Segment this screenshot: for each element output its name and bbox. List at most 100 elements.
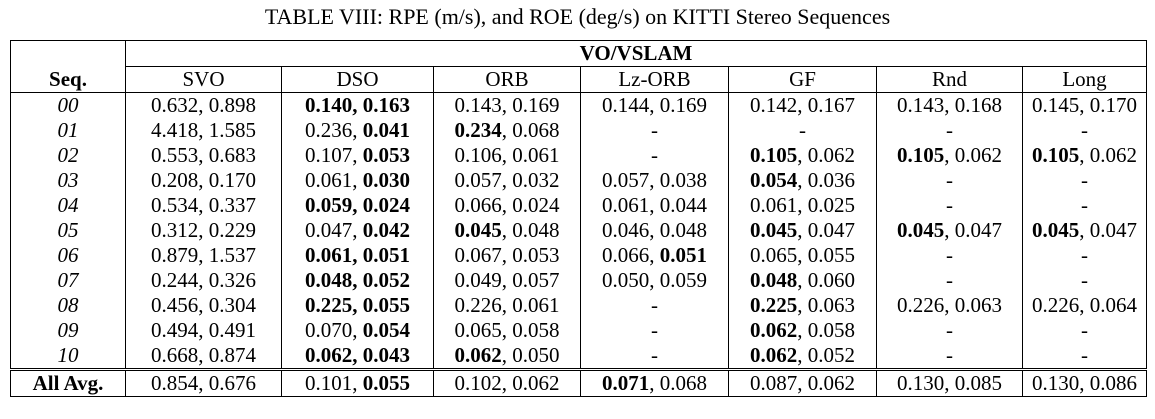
- empty-value: -: [946, 193, 953, 217]
- empty-corner-cell: [10, 40, 126, 67]
- rpe-value: 0.061: [305, 243, 353, 267]
- value-cell: 0.456, 0.304: [125, 293, 282, 318]
- roe-value: 0.169: [659, 93, 707, 117]
- rpe-value: 0.045: [454, 218, 502, 242]
- value-cell: 0.553, 0.683: [125, 143, 282, 168]
- roe-value: 0.061: [512, 293, 560, 317]
- table-row: 01 4.418, 1.585 0.236, 0.041 0.234, 0.068 - -…: [10, 118, 1148, 143]
- value-cell: 0.244, 0.326: [125, 268, 282, 293]
- value-cell: 0.106, 0.061: [433, 143, 581, 168]
- roe-value: 0.048: [659, 218, 707, 242]
- value-cell: -: [1021, 268, 1148, 293]
- value-cell: 0.140, 0.163: [281, 92, 434, 118]
- rpe-value: 0.145: [1032, 93, 1080, 117]
- column-header-row: Seq. SVO DSO ORB Lz-ORB GF Rnd Long: [10, 66, 1148, 93]
- seq-label: 01: [10, 118, 126, 143]
- roe-value: 0.068: [512, 118, 560, 142]
- value-cell: 0.061, 0.025: [728, 193, 877, 218]
- roe-value: 0.051: [362, 243, 410, 267]
- roe-value: 0.048: [512, 218, 560, 242]
- empty-value: -: [651, 293, 658, 317]
- average-value-cell: 0.130, 0.086: [1021, 368, 1148, 397]
- value-cell: 0.143, 0.169: [433, 92, 581, 118]
- roe-value: 0.060: [807, 268, 855, 292]
- table-row: 03 0.208, 0.170 0.061, 0.030 0.057, 0.032 0.…: [10, 168, 1148, 193]
- table-row: 05 0.312, 0.229 0.047, 0.042 0.045, 0.048 0.…: [10, 218, 1148, 243]
- average-value-cell: 0.102, 0.062: [433, 368, 581, 397]
- value-cell: 0.105, 0.062: [728, 143, 877, 168]
- roe-value: 0.025: [807, 193, 855, 217]
- rpe-value: 0.668: [151, 343, 199, 367]
- roe-value: 0.053: [512, 243, 560, 267]
- value-cell: 0.062, 0.043: [281, 343, 434, 370]
- value-cell: 0.057, 0.038: [580, 168, 729, 193]
- roe-value: 0.168: [954, 93, 1002, 117]
- roe-value: 0.052: [807, 343, 855, 367]
- rpe-value: 0.226: [897, 293, 945, 317]
- value-cell: 0.048, 0.052: [281, 268, 434, 293]
- rpe-value: 0.879: [151, 243, 199, 267]
- value-cell: 0.059, 0.024: [281, 193, 434, 218]
- value-cell: 0.236, 0.041: [281, 118, 434, 143]
- empty-value: -: [946, 343, 953, 367]
- rpe-value: 0.062: [305, 343, 353, 367]
- rpe-value: 0.105: [897, 143, 945, 167]
- table-caption: TABLE VIII: RPE (m/s), and ROE (deg/s) o…: [264, 4, 891, 29]
- value-cell: 0.225, 0.063: [728, 293, 877, 318]
- value-cell: 0.534, 0.337: [125, 193, 282, 218]
- roe-value: 0.683: [208, 143, 256, 167]
- empty-value: -: [1081, 193, 1089, 217]
- value-cell: 0.144, 0.169: [580, 92, 729, 118]
- roe-value: 0.024: [512, 193, 560, 217]
- column-header-orb: ORB: [433, 66, 581, 93]
- empty-value: -: [799, 118, 806, 142]
- value-cell: 0.632, 0.898: [125, 92, 282, 118]
- seq-label: 00: [10, 92, 126, 118]
- empty-value: -: [651, 118, 658, 142]
- empty-value: -: [1081, 318, 1089, 342]
- value-cell: 0.048, 0.060: [728, 268, 877, 293]
- column-header-rnd: Rnd: [876, 66, 1023, 93]
- rpe-value: 0.070: [305, 318, 353, 342]
- empty-value: -: [1081, 118, 1089, 142]
- roe-value: 0.058: [807, 318, 855, 342]
- rpe-value: 0.061: [602, 193, 650, 217]
- table-row: 06 0.879, 1.537 0.061, 0.051 0.067, 0.053 0.…: [10, 243, 1148, 268]
- roe-value: 0.229: [208, 218, 256, 242]
- value-cell: -: [1021, 193, 1148, 218]
- value-cell: -: [1021, 118, 1148, 143]
- rpe-value: 0.854: [151, 371, 199, 395]
- roe-value: 0.052: [362, 268, 410, 292]
- average-value-cell: 0.854, 0.676: [125, 368, 282, 397]
- value-cell: 0.070, 0.054: [281, 318, 434, 343]
- average-value-cell: 0.130, 0.085: [876, 368, 1023, 397]
- seq-column-header: Seq.: [10, 66, 126, 93]
- roe-value: 0.068: [659, 371, 707, 395]
- rpe-value: 0.057: [454, 168, 502, 192]
- value-cell: -: [1021, 168, 1148, 193]
- value-cell: -: [876, 193, 1023, 218]
- seq-label: 08: [10, 293, 126, 318]
- table-row: 08 0.456, 0.304 0.225, 0.055 0.226, 0.061 - 0…: [10, 293, 1148, 318]
- rpe-value: 0.054: [750, 168, 798, 192]
- value-cell: 0.105, 0.062: [876, 143, 1023, 168]
- rpe-value: 0.143: [454, 93, 502, 117]
- value-cell: 0.062, 0.052: [728, 343, 877, 370]
- value-cell: -: [580, 118, 729, 143]
- value-cell: 0.066, 0.024: [433, 193, 581, 218]
- table-row: 07 0.244, 0.326 0.048, 0.052 0.049, 0.057 0.…: [10, 268, 1148, 293]
- value-cell: -: [580, 143, 729, 168]
- table-row: 09 0.494, 0.491 0.070, 0.054 0.065, 0.058 - 0…: [10, 318, 1148, 343]
- seq-label: 02: [10, 143, 126, 168]
- rpe-value: 0.208: [151, 168, 199, 192]
- rpe-value: 0.059: [305, 193, 353, 217]
- value-cell: 0.061, 0.051: [281, 243, 434, 268]
- rpe-value: 0.045: [897, 218, 945, 242]
- rpe-value: 0.130: [897, 371, 945, 395]
- value-cell: 0.061, 0.044: [580, 193, 729, 218]
- rpe-value: 0.067: [454, 243, 502, 267]
- rpe-value: 0.047: [305, 218, 353, 242]
- value-cell: -: [876, 268, 1023, 293]
- roe-value: 0.062: [512, 371, 560, 395]
- seq-label: 06: [10, 243, 126, 268]
